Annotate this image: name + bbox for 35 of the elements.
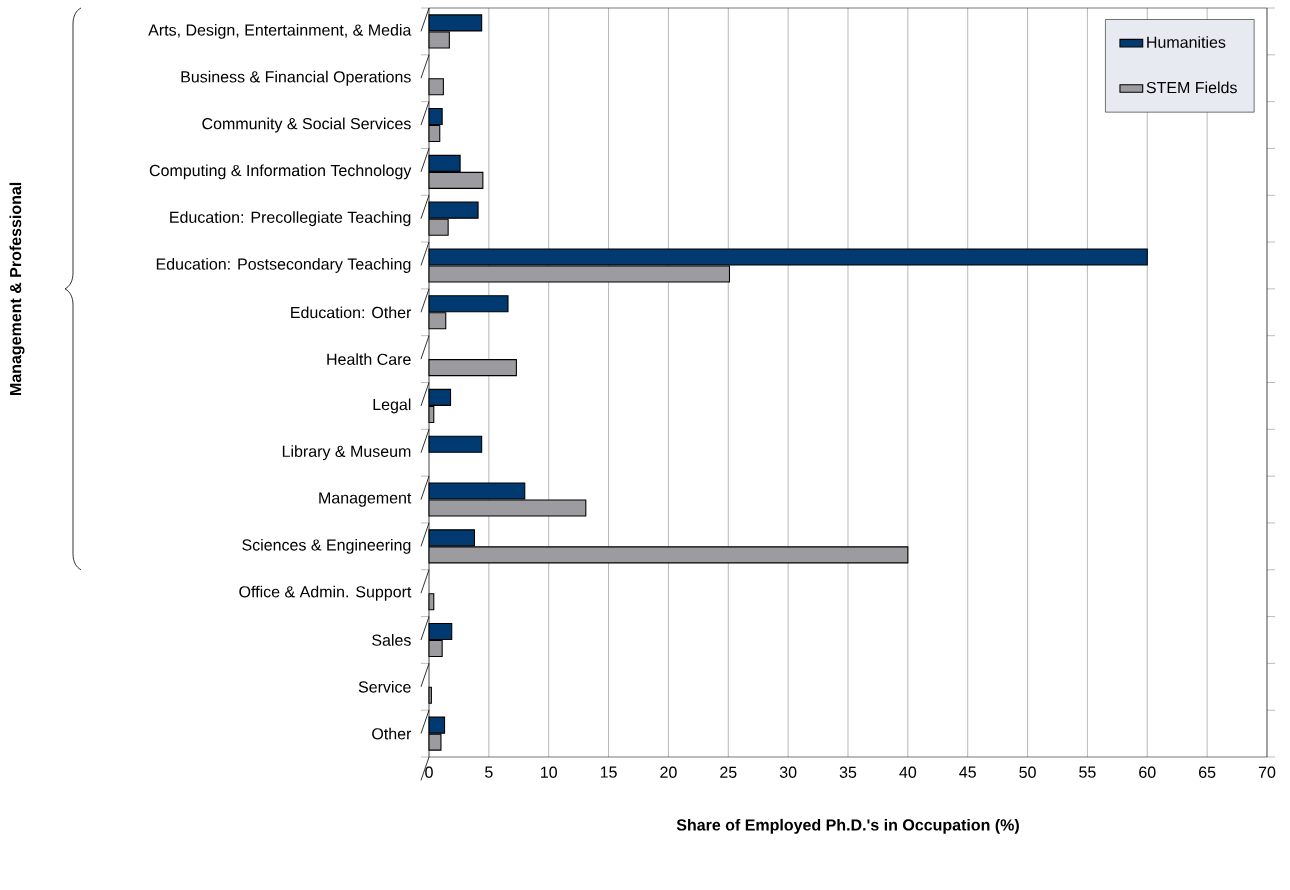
y-tick-label: Education: Postsecondary Teaching xyxy=(156,258,411,273)
y-tick-label: Health Care xyxy=(327,353,411,365)
text: Management & Professional xyxy=(9,182,25,395)
x-tick-label: 20 xyxy=(660,766,677,778)
x-tick-label: 5 xyxy=(485,766,493,778)
x-tick-label: 40 xyxy=(899,766,917,778)
legend-label: Humanities xyxy=(1147,36,1226,48)
y-tick-label: Education: Precollegiate Teaching xyxy=(170,211,411,227)
y-tick-label: Business & Financial Operations xyxy=(181,70,411,86)
y-tick-label: Office & Admin. Support xyxy=(239,585,412,601)
y-tick-label: Sciences & Engineering xyxy=(242,538,411,554)
x-tick-label: 45 xyxy=(959,766,976,778)
y-tick-label: Computing & Information Technology xyxy=(149,164,412,180)
y-tick-label: Management xyxy=(319,492,412,507)
x-axis-title: Share of Employed Ph.D.'s in Occupation (%) xyxy=(676,818,1019,834)
x-tick-label: 30 xyxy=(779,766,797,778)
x-tick-label: 65 xyxy=(1199,766,1216,778)
y-tick-label: Other xyxy=(372,727,412,740)
x-tick-label: 15 xyxy=(600,766,617,778)
y-tick-label: Education: Other xyxy=(291,306,412,319)
legend-label: STEM Fields xyxy=(1146,81,1237,94)
y-tick-label: Legal xyxy=(373,398,411,414)
x-tick-label: 0 xyxy=(425,766,433,778)
y-tick-label: Arts, Design, Entertainment, & Media xyxy=(148,23,412,39)
y-tick-label: Library & Museum xyxy=(282,445,411,461)
x-tick-label: 25 xyxy=(720,766,737,778)
x-tick-label: 10 xyxy=(541,766,557,778)
y-tick-label: Sales xyxy=(372,634,411,646)
y-tick-label: Service xyxy=(358,680,411,693)
x-tick-label: 60 xyxy=(1139,766,1156,778)
x-tick-label: 55 xyxy=(1079,766,1096,778)
x-tick-label: 70 xyxy=(1258,766,1276,778)
x-tick-label: 50 xyxy=(1019,766,1036,778)
y-tick-label: Community & Social Services xyxy=(202,117,411,133)
x-tick-label: 35 xyxy=(839,766,857,778)
